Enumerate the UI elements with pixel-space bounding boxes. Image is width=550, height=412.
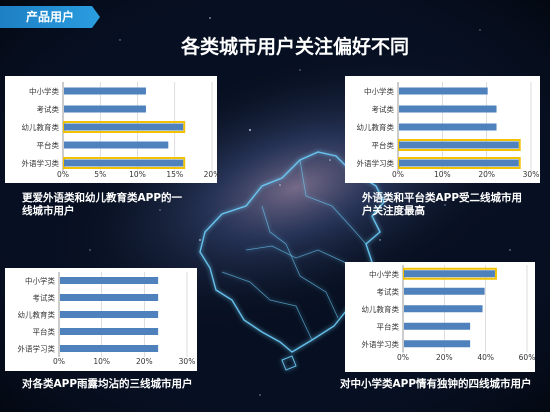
category-label: 平台类 <box>377 321 400 331</box>
bar <box>404 305 483 313</box>
bar <box>60 311 159 318</box>
x-tick-label: 0% <box>397 353 409 362</box>
x-tick-label: 60% <box>519 353 536 362</box>
bar <box>64 105 146 113</box>
bar <box>399 123 497 131</box>
bar <box>60 277 159 284</box>
bar <box>399 159 519 167</box>
bar <box>399 141 519 149</box>
category-label: 平台类 <box>37 140 60 150</box>
bar <box>404 270 495 278</box>
section-tag: 产品用户 <box>0 6 100 28</box>
x-tick-label: 10% <box>434 170 451 179</box>
x-tick-label: 40% <box>477 353 494 362</box>
page-title: 各类城市用户关注偏好不同 <box>180 36 409 58</box>
x-tick-label: 20% <box>436 353 453 362</box>
bar <box>60 328 159 335</box>
category-label: 中小学类 <box>29 86 59 96</box>
bar <box>64 159 184 167</box>
category-label: 幼儿教育类 <box>357 122 395 132</box>
bar <box>60 294 159 301</box>
x-tick-label: 20% <box>204 170 221 179</box>
caption-tier4: 对中小学类APP情有独钟的四线城市用户 <box>340 378 532 390</box>
category-label: 平台类 <box>33 327 56 337</box>
bar <box>404 340 471 348</box>
x-tick-label: 0% <box>57 170 69 179</box>
category-label: 中小学类 <box>369 269 399 279</box>
x-tick-label: 20% <box>478 170 495 179</box>
category-label: 外语学习类 <box>18 344 56 354</box>
category-label: 外语学习类 <box>22 158 60 168</box>
category-label: 平台类 <box>372 140 395 150</box>
bar <box>399 87 488 95</box>
bar <box>64 123 184 131</box>
chart-panel <box>345 262 535 372</box>
category-label: 幼儿教育类 <box>18 310 56 320</box>
bar <box>404 287 485 295</box>
caption-tier2: 外语类和平台类APP受二线城市用户关注度最高 <box>362 192 523 217</box>
category-label: 外语学习类 <box>357 158 395 168</box>
x-tick-label: 30% <box>179 357 196 366</box>
chart-panel <box>5 268 197 371</box>
bar <box>404 322 471 330</box>
x-tick-label: 5% <box>94 170 106 179</box>
category-label: 外语学习类 <box>362 339 400 349</box>
x-tick-label: 20% <box>136 357 153 366</box>
bar <box>60 345 159 352</box>
x-tick-label: 10% <box>129 170 146 179</box>
x-tick-label: 0% <box>53 357 65 366</box>
category-label: 考试类 <box>377 286 400 296</box>
category-label: 中小学类 <box>364 86 394 96</box>
caption-tier1: 更爱外语类和幼儿教育类APP的一线城市用户 <box>22 192 183 217</box>
category-label: 考试类 <box>37 104 60 114</box>
category-label: 考试类 <box>372 104 395 114</box>
category-label: 幼儿教育类 <box>362 304 400 314</box>
bar <box>399 105 497 113</box>
bar <box>64 141 169 149</box>
x-tick-label: 30% <box>523 170 540 179</box>
bar <box>64 87 146 95</box>
x-tick-label: 10% <box>93 357 110 366</box>
caption-tier3: 对各类APP雨露均沾的三线城市用户 <box>22 378 193 390</box>
category-label: 幼儿教育类 <box>22 122 60 132</box>
category-label: 考试类 <box>33 293 56 303</box>
x-tick-label: 0% <box>392 170 404 179</box>
x-tick-label: 15% <box>166 170 183 179</box>
category-label: 中小学类 <box>25 276 55 286</box>
